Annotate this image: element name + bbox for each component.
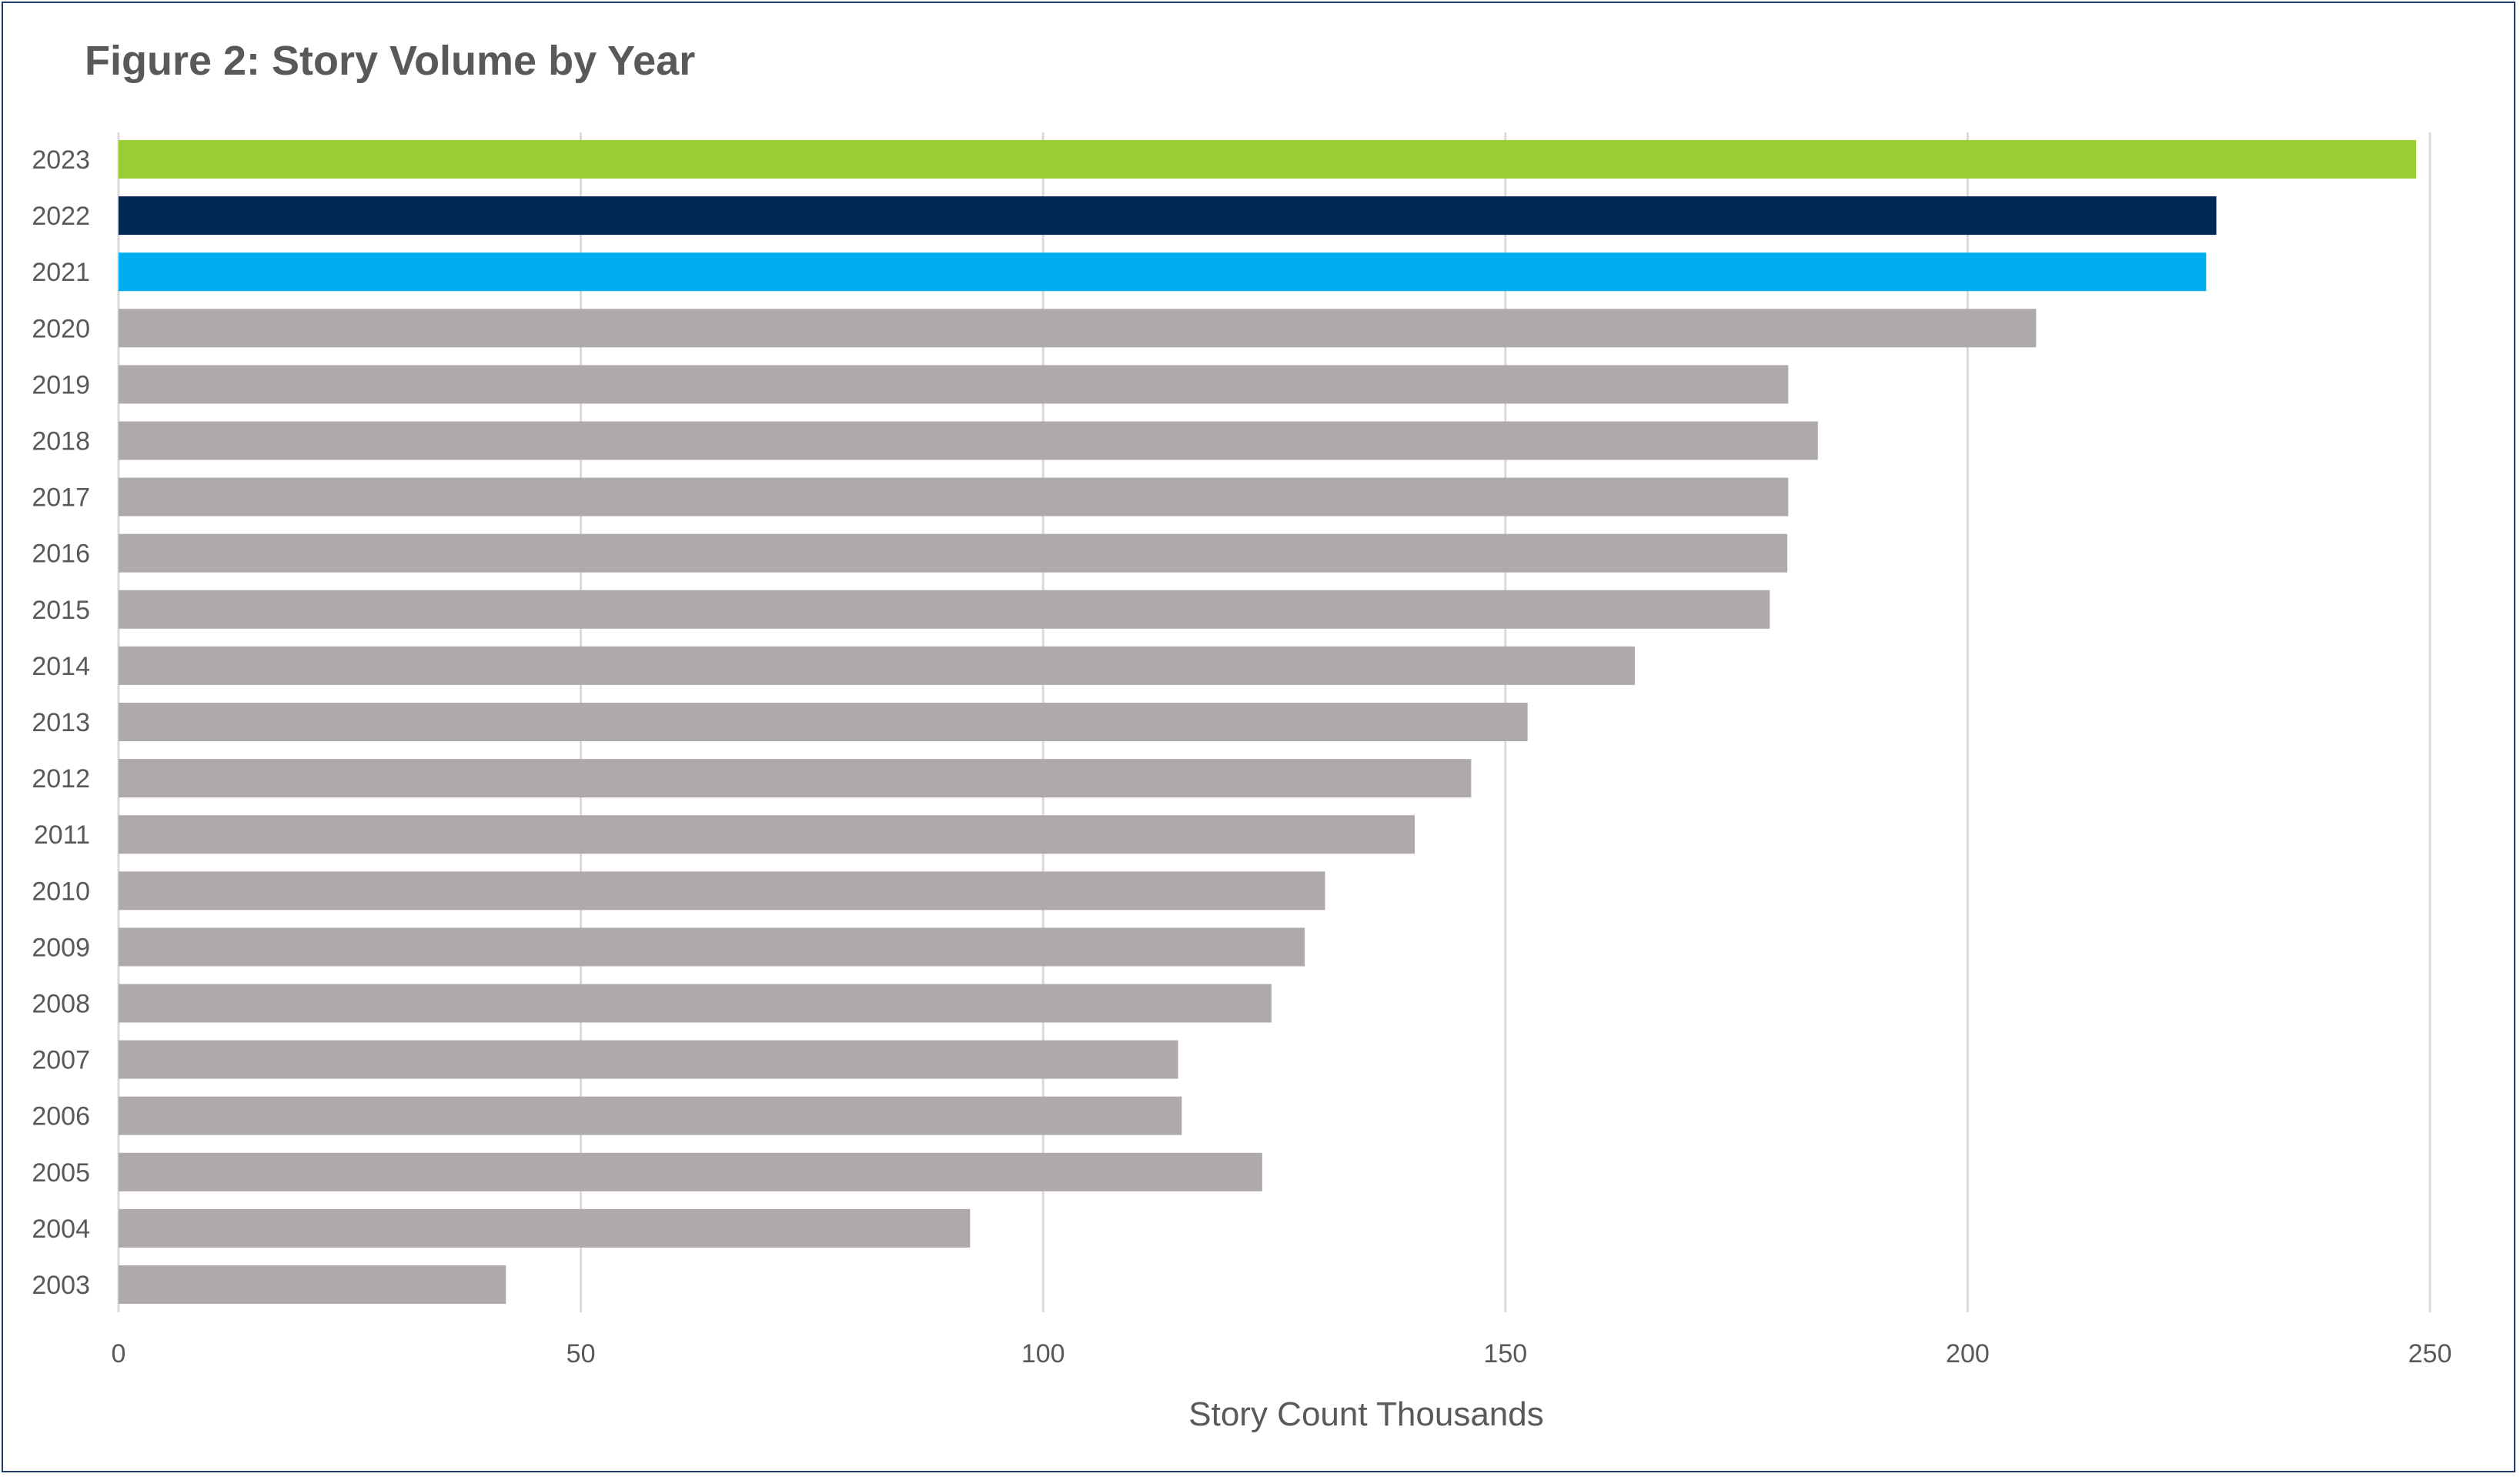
bar-2021 <box>119 252 2207 292</box>
category-label-2021: 2021 <box>32 258 90 287</box>
bar-2009 <box>119 927 1305 967</box>
category-label-2023: 2023 <box>32 145 90 175</box>
bar-2007 <box>119 1040 1178 1079</box>
bar-2008 <box>119 984 1272 1023</box>
bar-2005 <box>119 1152 1262 1191</box>
bar-2023 <box>119 140 2416 179</box>
bar-2013 <box>119 703 1528 741</box>
bar-2011 <box>119 815 1415 854</box>
category-label-2013: 2013 <box>32 708 90 737</box>
category-label-2018: 2018 <box>32 427 90 456</box>
category-label-2005: 2005 <box>32 1158 90 1188</box>
category-label-2009: 2009 <box>32 933 90 962</box>
bar-2010 <box>119 871 1325 911</box>
chart-title: Figure 2: Story Volume by Year <box>85 38 696 84</box>
bar-2015 <box>119 590 1770 629</box>
bar-2017 <box>119 477 1789 516</box>
x-tick-label: 100 <box>1021 1339 1065 1368</box>
category-label-2008: 2008 <box>32 990 90 1019</box>
x-tick-labels: 0 50 100 150 200 250 <box>112 1339 2452 1368</box>
category-label-2007: 2007 <box>32 1046 90 1075</box>
x-axis-title: Story Count Thousands <box>1188 1395 1543 1433</box>
bar-2003 <box>119 1265 506 1304</box>
category-label-2020: 2020 <box>32 314 90 343</box>
x-tick-label: 50 <box>566 1339 596 1368</box>
x-tick-label: 250 <box>2408 1339 2452 1368</box>
category-label-2003: 2003 <box>32 1271 90 1300</box>
category-label-2011: 2011 <box>34 820 90 850</box>
bar-2012 <box>119 759 1472 798</box>
bar-2006 <box>119 1096 1182 1135</box>
bar-2018 <box>119 421 1818 460</box>
category-labels: 2023 2022 2021 2020 2019 2018 2017 2016 2015 2014… <box>32 145 90 1300</box>
bar-2022 <box>119 196 2217 236</box>
category-label-2004: 2004 <box>32 1215 90 1244</box>
category-label-2006: 2006 <box>32 1102 90 1131</box>
bar-2016 <box>119 533 1788 573</box>
x-tick-label: 200 <box>1946 1339 1990 1368</box>
bar-2014 <box>119 646 1635 685</box>
bars <box>119 140 2416 1304</box>
x-tick-label: 0 <box>112 1339 126 1368</box>
category-label-2014: 2014 <box>32 652 90 681</box>
bar-2004 <box>119 1208 971 1248</box>
bar-2020 <box>119 309 2037 348</box>
category-label-2016: 2016 <box>32 540 90 569</box>
x-tick-label: 150 <box>1483 1339 1527 1368</box>
bar-2019 <box>119 365 1789 404</box>
category-label-2010: 2010 <box>32 877 90 906</box>
category-label-2012: 2012 <box>32 764 90 794</box>
category-label-2022: 2022 <box>32 202 90 231</box>
category-label-2019: 2019 <box>32 370 90 399</box>
category-label-2015: 2015 <box>32 596 90 625</box>
category-label-2017: 2017 <box>32 483 90 513</box>
